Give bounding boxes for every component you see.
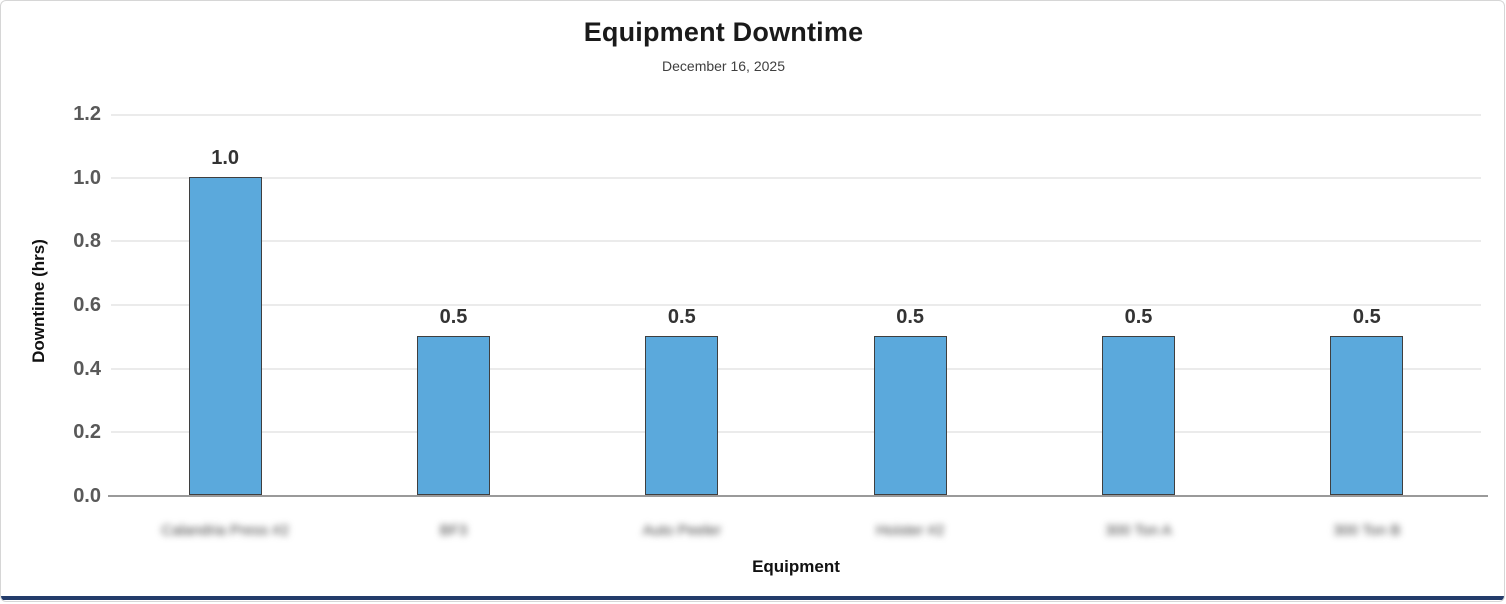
x-axis-line [108,495,1488,497]
x-axis-tick-labels: Calandria Press #2 BF3 Auto Peeler Hoister … [111,522,1481,546]
bottom-blue-strip [1,596,1504,600]
gridline [111,431,1481,434]
y-tick-label: 1.0 [73,166,101,189]
bar-value-label: 0.5 [1124,305,1153,328]
x-axis-label: Equipment [752,557,840,576]
gridline [111,114,1481,116]
x-tick-label: BF3 [439,522,468,539]
bar-value-label: 1.0 [211,146,240,169]
bar-value-label: 0.5 [439,305,468,328]
chart-title: Equipment Downtime [583,17,864,47]
gridline [111,367,1481,370]
y-tick-label: 0.0 [73,485,101,507]
bar [1330,335,1404,495]
gridline [111,240,1481,243]
gridline [111,176,1481,179]
y-tick-label: 0.8 [73,230,101,253]
bar-value-label: 0.5 [667,305,696,328]
x-tick-label: Auto Peeler [642,522,722,539]
x-tick-label: 300 Ton B [1333,522,1401,539]
y-tick-label: 0.4 [73,357,101,380]
bar [417,335,490,495]
bar [1102,335,1175,495]
x-tick-label: 300 Ton A [1105,522,1172,539]
y-tick-label: 0.6 [73,294,101,316]
y-tick-label: 1.2 [73,103,101,125]
bar-value-label: 0.5 [896,305,925,328]
y-tick-label: 0.2 [73,421,101,444]
chart-subtitle: December 16, 2025 [662,58,785,74]
bar [873,335,947,495]
x-tick-label: Hoister #2 [875,522,945,539]
bar [645,335,719,495]
bar-value-label: 0.5 [1352,305,1381,328]
plot-area: 1.0 0.5 0.5 0.5 0.5 0.5 [108,114,1488,497]
bar [188,176,262,495]
gridline [111,304,1481,306]
x-tick-label: Calandria Press #2 [161,522,289,539]
